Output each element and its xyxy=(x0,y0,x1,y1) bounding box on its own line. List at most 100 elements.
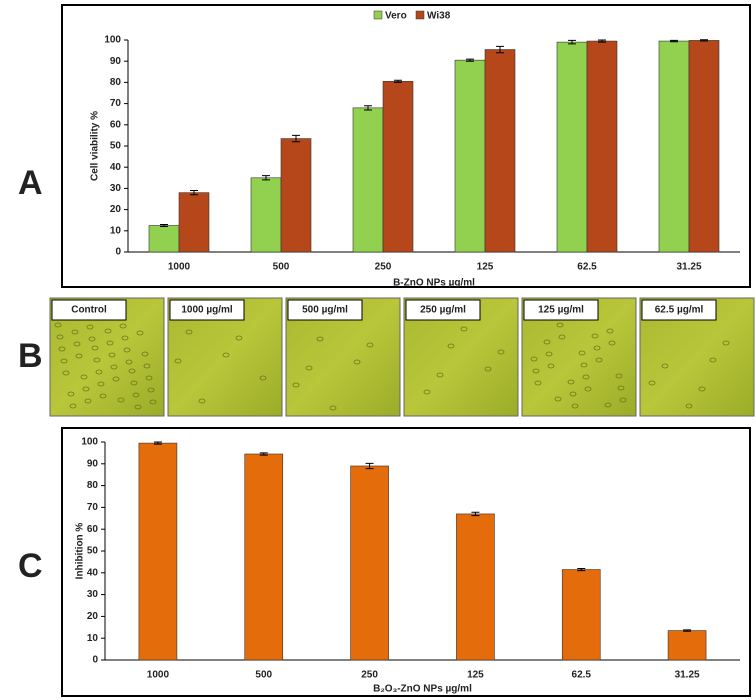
cell xyxy=(497,349,505,355)
legend-label: Wi38 xyxy=(427,11,451,22)
cell xyxy=(121,335,129,341)
cell xyxy=(661,363,669,369)
cell xyxy=(141,351,149,357)
cell xyxy=(108,352,116,358)
micrograph-label-box xyxy=(405,299,481,321)
error-bar xyxy=(160,223,168,228)
x-tick-label: 250 xyxy=(361,670,378,681)
error-bar xyxy=(670,39,678,43)
cell xyxy=(543,339,551,345)
y-axis-label: Inhibition % xyxy=(75,523,86,580)
error-bar xyxy=(466,58,474,62)
cell xyxy=(174,358,182,364)
cell xyxy=(60,358,68,364)
error-bar xyxy=(364,105,372,111)
error-bar xyxy=(153,441,162,445)
micrograph-label-box xyxy=(641,299,717,321)
cell xyxy=(58,346,66,352)
x-axis-label: B-ZnO NPs µg/ml xyxy=(393,278,475,289)
cell xyxy=(545,351,553,357)
bar xyxy=(556,41,588,253)
cell xyxy=(80,374,88,380)
bar xyxy=(138,442,178,661)
cell xyxy=(460,326,468,332)
cell xyxy=(567,379,575,385)
cell xyxy=(119,323,127,329)
cell xyxy=(110,364,118,370)
cell xyxy=(722,340,730,346)
cell xyxy=(73,341,81,347)
cell xyxy=(93,357,101,363)
error-bar xyxy=(190,190,198,196)
error-bar xyxy=(598,39,606,43)
legend-swatch xyxy=(373,10,383,20)
x-tick-label: 125 xyxy=(477,262,494,273)
cell xyxy=(615,373,623,379)
cell xyxy=(619,397,627,403)
cell xyxy=(569,391,577,397)
cell xyxy=(582,374,590,380)
cell xyxy=(125,359,133,365)
error-bar xyxy=(365,462,374,470)
bar xyxy=(454,59,486,253)
cell xyxy=(259,375,267,381)
bar xyxy=(688,40,720,253)
bar xyxy=(280,138,312,253)
bar xyxy=(350,465,389,661)
micrograph-label: 1000 µg/ml xyxy=(181,305,233,316)
error-bar xyxy=(700,39,708,42)
bar xyxy=(352,107,384,253)
cell xyxy=(608,340,616,346)
y-tick-label: 10 xyxy=(110,225,122,236)
panel-label: B xyxy=(18,337,43,375)
error-bar xyxy=(496,45,504,54)
cell xyxy=(698,386,706,392)
x-tick-label: 31.25 xyxy=(675,670,700,681)
y-tick-label: 100 xyxy=(104,35,121,46)
panel-label: A xyxy=(18,164,43,202)
y-tick-label: 80 xyxy=(110,77,122,88)
micrograph-label-box xyxy=(169,299,245,321)
error-bar xyxy=(683,629,692,632)
cell xyxy=(136,330,144,336)
micrograph-label: 250 µg/ml xyxy=(420,305,466,316)
x-tick-label: 1000 xyxy=(147,670,170,681)
cell xyxy=(95,369,103,375)
cell xyxy=(84,398,92,404)
cell xyxy=(593,345,601,351)
cell xyxy=(91,345,99,351)
cell xyxy=(132,392,140,398)
cell xyxy=(578,350,586,356)
y-tick-label: 70 xyxy=(110,98,122,109)
cell xyxy=(88,336,96,342)
cell xyxy=(554,396,562,402)
legend-swatch xyxy=(415,10,425,20)
bar xyxy=(244,453,284,661)
bar xyxy=(586,40,618,253)
cell xyxy=(112,376,120,382)
y-tick-label: 40 xyxy=(110,162,122,173)
x-tick-label: 62.5 xyxy=(577,262,597,273)
cell xyxy=(648,380,656,386)
cell xyxy=(97,381,105,387)
micrograph-label: Control xyxy=(71,305,107,316)
cell xyxy=(235,335,243,341)
cell xyxy=(591,333,599,339)
error-bar xyxy=(577,567,586,572)
cell xyxy=(71,329,79,335)
cell xyxy=(143,363,151,369)
cell xyxy=(56,334,64,340)
cell xyxy=(75,353,83,359)
y-tick-label: 30 xyxy=(110,183,122,194)
cell xyxy=(604,402,612,408)
cell xyxy=(305,365,313,371)
y-tick-label: 20 xyxy=(87,611,99,622)
y-tick-label: 40 xyxy=(87,567,99,578)
cell xyxy=(128,368,136,374)
cell xyxy=(185,329,193,335)
cell xyxy=(130,380,138,386)
cell xyxy=(595,357,603,363)
cell xyxy=(353,359,361,365)
cell xyxy=(580,362,588,368)
